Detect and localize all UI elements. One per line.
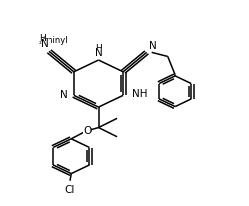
Text: H: H <box>95 44 102 53</box>
Text: N: N <box>40 39 48 49</box>
Text: iminyl: iminyl <box>43 36 68 45</box>
Text: ₂: ₂ <box>38 39 41 45</box>
Text: O: O <box>83 126 91 136</box>
Text: N: N <box>60 90 68 100</box>
Text: N: N <box>95 48 102 58</box>
Text: N: N <box>41 39 49 49</box>
Text: N: N <box>41 39 49 49</box>
Text: N: N <box>95 48 102 59</box>
Text: H: H <box>40 34 46 43</box>
Text: O: O <box>83 126 91 136</box>
Text: N: N <box>149 41 157 51</box>
Text: H: H <box>95 44 102 53</box>
Text: NH: NH <box>132 89 147 99</box>
Text: NH: NH <box>132 89 147 99</box>
Text: N: N <box>149 41 157 51</box>
Text: N: N <box>60 90 68 100</box>
Text: Cl: Cl <box>65 185 75 195</box>
Text: Cl: Cl <box>65 185 75 195</box>
